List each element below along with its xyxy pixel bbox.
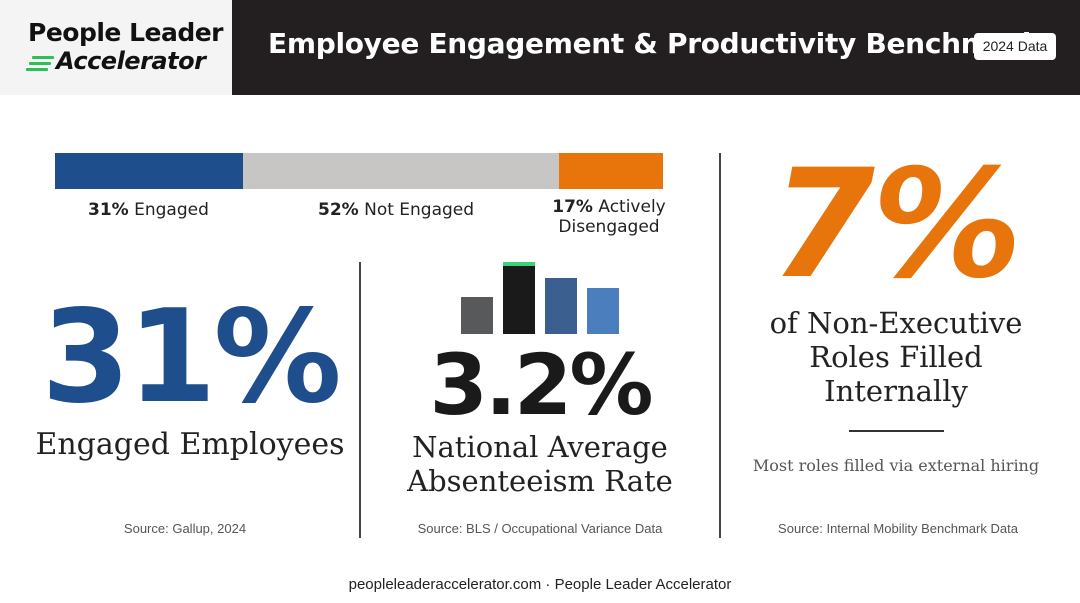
- not-engaged-segment-label: 52% Not Engaged: [318, 200, 474, 220]
- engaged-segment-label: 31% Engaged: [88, 200, 209, 220]
- internal-roles-label-line1: of Non-Executive: [769, 306, 1023, 340]
- internal-roles-stat: 7%: [770, 138, 1023, 312]
- actively-disengaged-segment: [559, 153, 663, 189]
- note-rule: [849, 430, 944, 432]
- speed-lines-icon: [26, 54, 56, 72]
- page-title: Employee Engagement & Productivity Bench…: [268, 27, 1057, 60]
- mini-bar-highlight: [503, 262, 535, 266]
- internal-roles-label-line2: Roles Filled: [809, 340, 983, 374]
- internal-roles-label: of Non-Executive Roles Filled Internally: [740, 306, 1052, 408]
- not-engaged-percent: 52%: [318, 200, 359, 220]
- internal-roles-note: Most roles filled via external hiring: [752, 456, 1040, 475]
- disengaged-text-line1: Actively: [598, 197, 666, 217]
- footer-text: peopleleaderaccelerator.com · People Lea…: [348, 576, 732, 593]
- actively-disengaged-segment-label: 17% Actively Disengaged: [548, 197, 670, 237]
- absenteeism-label: National Average Absenteeism Rate: [380, 430, 700, 498]
- engaged-employees-label: Engaged Employees: [35, 427, 345, 462]
- mini-bar-1: [461, 297, 493, 334]
- engaged-text: Engaged: [134, 200, 209, 220]
- column-divider-left: [359, 262, 361, 538]
- engaged-percent: 31%: [88, 200, 129, 220]
- logo-text-line2: Accelerator: [56, 47, 206, 75]
- internal-roles-source: Source: Internal Mobility Benchmark Data: [778, 521, 1018, 536]
- disengaged-percent: 17%: [552, 197, 593, 217]
- absenteeism-source: Source: BLS / Occupational Variance Data: [417, 521, 663, 536]
- not-engaged-segment: [243, 153, 559, 189]
- absenteeism-stat: 3.2%: [429, 336, 654, 434]
- engagement-distribution-bar: [55, 153, 663, 189]
- internal-roles-label-line3: Internally: [824, 374, 968, 408]
- engaged-segment: [55, 153, 243, 189]
- mini-bar-4: [587, 288, 619, 334]
- engaged-employees-stat: 31%: [41, 283, 341, 432]
- mini-bar-2: [503, 266, 535, 334]
- absenteeism-label-line2: Absenteeism Rate: [407, 464, 673, 498]
- header-banner: People Leader Accelerator Employee Engag…: [0, 0, 1080, 95]
- not-engaged-text: Not Engaged: [364, 200, 475, 220]
- engaged-source: Source: Gallup, 2024: [123, 521, 247, 536]
- year-badge: 2024 Data: [974, 33, 1056, 60]
- mini-bar-3: [545, 278, 577, 334]
- disengaged-text-line2: Disengaged: [558, 217, 660, 237]
- column-divider-right: [719, 153, 721, 538]
- absenteeism-label-line1: National Average: [412, 430, 668, 464]
- logo-text-line1: People Leader: [28, 18, 224, 47]
- logo[interactable]: People Leader Accelerator: [0, 0, 232, 95]
